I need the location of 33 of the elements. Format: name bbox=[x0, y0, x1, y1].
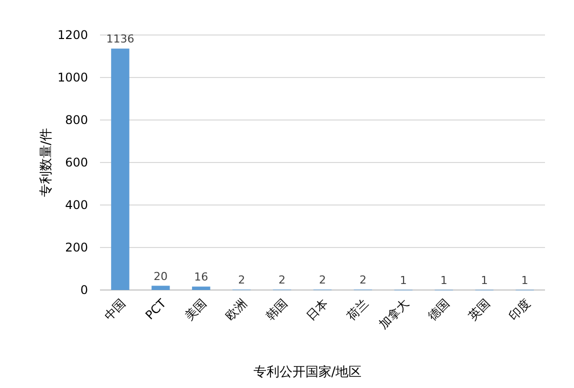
x-tick-label: 荷兰 bbox=[344, 296, 372, 324]
data-label: 20 bbox=[154, 270, 168, 283]
x-tick-label: 欧洲 bbox=[222, 296, 250, 324]
y-tick-label: 400 bbox=[65, 198, 88, 212]
x-axis-title: 专利公开国家/地区 bbox=[253, 364, 362, 380]
y-tick-label: 800 bbox=[65, 113, 88, 127]
data-label: 1 bbox=[440, 274, 448, 287]
data-label: 1 bbox=[480, 274, 488, 287]
data-label: 2 bbox=[359, 274, 366, 287]
data-label: 2 bbox=[238, 274, 246, 287]
x-tick-label: 韩国 bbox=[263, 296, 290, 324]
x-tick-label: 印度 bbox=[506, 296, 533, 324]
bar bbox=[111, 48, 130, 290]
data-label: 1 bbox=[400, 274, 407, 287]
x-tick-label: 英国 bbox=[466, 296, 492, 324]
x-tick-label: 德国 bbox=[425, 296, 452, 324]
data-label: 16 bbox=[194, 270, 208, 284]
y-axis-title: 专利数量/件 bbox=[39, 128, 54, 198]
bar bbox=[192, 286, 210, 290]
data-label: 1 bbox=[521, 274, 528, 287]
y-tick-label: 1000 bbox=[57, 70, 88, 84]
y-tick-label: 200 bbox=[65, 240, 88, 254]
data-label: 1136 bbox=[106, 32, 134, 46]
y-tick-label: 1200 bbox=[57, 28, 88, 42]
data-label: 2 bbox=[319, 274, 326, 287]
data-label: 2 bbox=[278, 274, 286, 287]
x-tick-label: 日本 bbox=[304, 296, 331, 324]
y-tick-label: 600 bbox=[65, 156, 88, 170]
x-tick-label: 中国 bbox=[101, 296, 128, 324]
x-tick-label: 加拿大 bbox=[376, 296, 412, 332]
x-tick-label: 美国 bbox=[182, 296, 210, 324]
bar bbox=[152, 286, 170, 290]
y-tick-label: 0 bbox=[80, 283, 88, 297]
